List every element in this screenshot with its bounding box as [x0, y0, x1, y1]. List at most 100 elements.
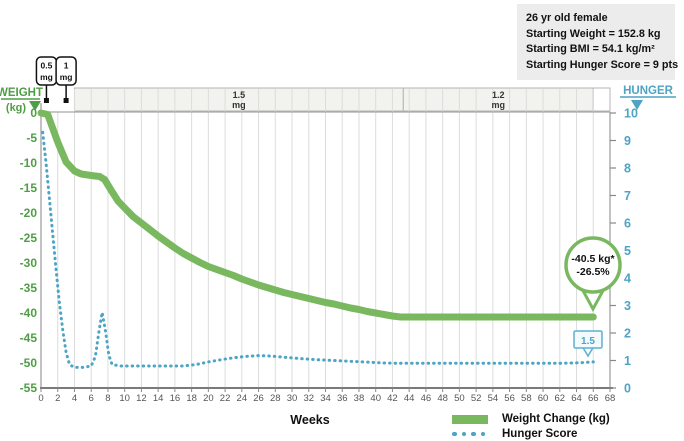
- legend-weight-label: Weight Change (kg): [502, 413, 610, 425]
- x-tick-label: 8: [105, 393, 110, 404]
- hunger-end-label-text: 1.5: [581, 336, 595, 347]
- patient-info-line3: Starting BMI = 54.1 kg/m²: [526, 43, 655, 55]
- weight-change-line: [37, 109, 597, 321]
- x-tick-label: 68: [605, 393, 616, 404]
- x-tick-label: 64: [571, 393, 582, 404]
- weight-tick-label: -10: [20, 156, 38, 170]
- x-tick-label: 18: [186, 393, 197, 404]
- weight-axis-title-text: WEIGHT: [0, 87, 43, 99]
- legend-hunger-label: Hunger Score: [502, 428, 578, 440]
- x-tick-label: 12: [136, 393, 147, 404]
- x-tick-label: 56: [504, 393, 515, 404]
- endpoint-callout-bubble: -40.5 kg* -26.5%: [564, 236, 622, 313]
- weight-tick-label: -25: [20, 231, 38, 245]
- hunger-tick-label: 0: [624, 382, 631, 396]
- hunger-tick-label: 1: [624, 354, 631, 368]
- x-tick-label: 48: [437, 393, 448, 404]
- hunger-end-label: 1.5: [573, 330, 603, 358]
- hunger-tick-label: 7: [624, 189, 631, 203]
- weight-line-swatch-icon: [452, 414, 488, 424]
- weight-tick-label: -50: [20, 356, 38, 370]
- x-tick-label: 46: [421, 393, 432, 404]
- x-tick-label: 44: [404, 393, 415, 404]
- dose-band-value-label: 1.2: [492, 90, 505, 100]
- dose-band-value-label: 1.5: [233, 90, 246, 100]
- hunger-dots-swatch-icon: [452, 431, 488, 437]
- x-tick-label: 40: [370, 393, 381, 404]
- gridlines: [57, 89, 594, 387]
- legend-item-hunger: Hunger Score: [452, 427, 610, 441]
- legend-item-weight: Weight Change (kg): [452, 412, 610, 426]
- x-tick-label: 66: [588, 393, 599, 404]
- endpoint-callout-line1: -40.5 kg*: [571, 253, 615, 265]
- x-tick-label: 28: [270, 393, 281, 404]
- legend: Weight Change (kg) Hunger Score: [452, 412, 610, 441]
- x-tick-label: 0: [38, 393, 43, 404]
- weight-tick-label: -30: [20, 256, 38, 270]
- x-tick-label: 36: [337, 393, 348, 404]
- x-tick-label: 30: [287, 393, 298, 404]
- weight-tick-label: -55: [20, 381, 38, 395]
- patient-info-line1: 26 yr old female: [526, 12, 608, 24]
- x-tick-label: 10: [119, 393, 130, 404]
- x-tick-label: 14: [153, 393, 164, 404]
- x-tick-label: 16: [170, 393, 181, 404]
- x-tick-label: 32: [303, 393, 314, 404]
- x-axis-title: Weeks: [290, 413, 329, 427]
- hunger-tick-label: 3: [624, 299, 631, 313]
- dose-callout-marker: [63, 98, 69, 103]
- weight-axis-arrow-down-icon: [29, 101, 41, 111]
- dose-callout-value: 0.5: [41, 61, 53, 71]
- x-tick-label: 20: [203, 393, 214, 404]
- hunger-axis-title-text: HUNGER: [623, 85, 674, 97]
- x-tick-label: 62: [555, 393, 566, 404]
- patient-info-box: 26 yr old female Starting Weight = 152.8…: [517, 4, 679, 80]
- x-tick-label: 50: [454, 393, 465, 404]
- hunger-score-line: [41, 130, 595, 369]
- weight-tick-label: -40: [20, 306, 38, 320]
- hunger-tick-label: 10: [624, 107, 638, 121]
- hunger-tick-label: 5: [624, 244, 631, 258]
- dose-band-unit-label: mg: [232, 100, 246, 110]
- endpoint-callout-line2: -26.5%: [576, 266, 610, 278]
- dose-callout-unit: mg: [60, 72, 73, 82]
- x-tick-label: 58: [521, 393, 532, 404]
- hunger-tick-label: 8: [624, 162, 631, 176]
- x-tick-label: 4: [72, 393, 77, 404]
- weight-axis-title: WEIGHT (kg): [0, 87, 43, 114]
- x-tick-label: 52: [471, 393, 482, 404]
- hunger-axis-arrow-down-icon: [631, 100, 643, 110]
- hunger-tick-label: 2: [624, 327, 631, 341]
- dose-callout-box: [55, 56, 77, 86]
- x-tick-label: 22: [220, 393, 231, 404]
- patient-info-line2: Starting Weight = 152.8 kg: [526, 27, 661, 40]
- hunger-tick-label: 6: [624, 217, 631, 231]
- plot-frame: [40, 103, 613, 389]
- dose-band-unit-label: mg: [492, 100, 506, 110]
- hunger-axis-title: HUNGER: [620, 85, 676, 110]
- x-tick-label: 42: [387, 393, 398, 404]
- dose-callout-marker: [43, 98, 49, 103]
- data-series: [37, 109, 597, 369]
- hunger-tick-label: 9: [624, 134, 631, 148]
- x-tick-label: 34: [320, 393, 331, 404]
- x-tick-label: 24: [237, 393, 248, 404]
- x-tick-label: 6: [89, 393, 94, 404]
- patient-info-line4: Starting Hunger Score = 9 pts: [526, 58, 679, 71]
- weight-tick-label: -45: [20, 331, 38, 345]
- x-tick-label: 26: [253, 393, 264, 404]
- weight-tick-label: -35: [20, 281, 38, 295]
- hunger-tick-label: 4: [624, 272, 631, 286]
- axis-ticks: 0 2 4 6 8 10 12 14 16 18 20 22 24 26 28 30 32 34 36 38 40 42 4…: [20, 106, 638, 404]
- x-tick-label: 54: [488, 393, 499, 404]
- dose-callout-unit: mg: [40, 72, 53, 82]
- x-tick-label: 60: [538, 393, 549, 404]
- weight-tick-label: 0: [30, 106, 37, 120]
- weight-tick-label: -5: [26, 131, 37, 145]
- weight-axis-subtitle-text: (kg): [6, 102, 27, 114]
- x-tick-label: 38: [354, 393, 365, 404]
- dose-callout-value: 1: [64, 61, 69, 71]
